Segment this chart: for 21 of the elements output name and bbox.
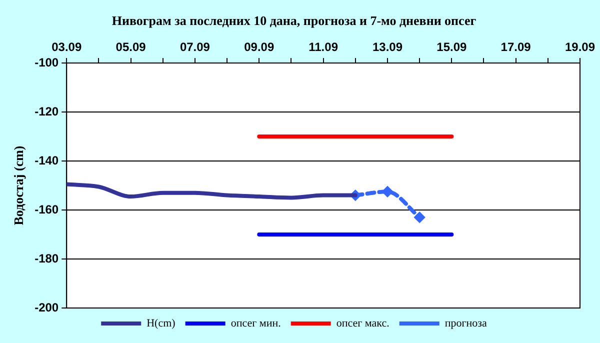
legend-label: H(cm) xyxy=(146,317,176,330)
x-tick-label: 03.09 xyxy=(52,40,82,54)
chart-title: Нивограм за последних 10 дана, прогноза и 7-мо дневни опсег xyxy=(112,13,476,28)
y-tick-label: -120 xyxy=(34,104,59,118)
x-tick-label: 07.09 xyxy=(180,40,210,54)
legend-label: прогноза xyxy=(444,317,488,330)
y-tick-label: -180 xyxy=(34,251,59,266)
x-tick-label: 17.09 xyxy=(500,40,532,54)
y-tick-label: -160 xyxy=(34,202,59,216)
x-tick-label: 05.09 xyxy=(116,40,146,54)
y-tick-label: -200 xyxy=(34,300,59,314)
y-axis-title: Водостај (cm) xyxy=(11,146,26,226)
x-tick-label: 13.09 xyxy=(372,40,403,54)
y-tick-label: -140 xyxy=(34,153,59,168)
x-tick-label: 15.09 xyxy=(436,40,467,54)
x-tick-label: 11.09 xyxy=(308,40,338,54)
legend-label: опсег мин. xyxy=(230,317,282,330)
x-tick-label: 19.09 xyxy=(564,40,596,54)
y-tick-label: -100 xyxy=(34,55,59,70)
x-tick-label: 09.09 xyxy=(244,40,274,54)
legend-label: опсег макс. xyxy=(336,317,390,330)
